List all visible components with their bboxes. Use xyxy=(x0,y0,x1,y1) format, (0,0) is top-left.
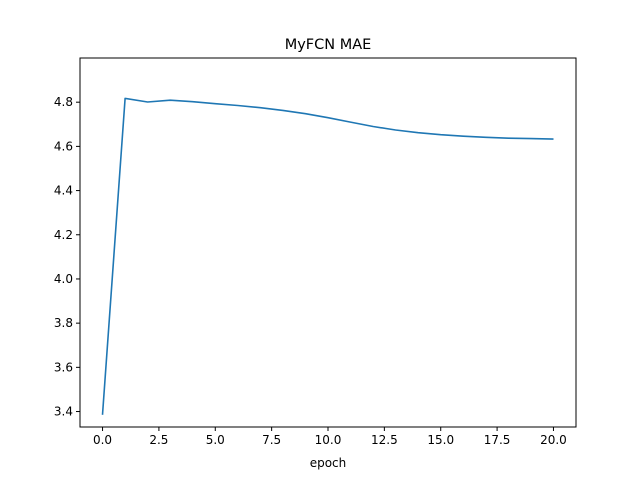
x-tick-label: 10.0 xyxy=(315,433,342,447)
x-axis-label: epoch xyxy=(310,456,347,470)
y-axis: 3.4 3.6 3.8 4.0 4.2 4.4 4.6 4.8 xyxy=(54,95,80,419)
x-tick-label: 7.5 xyxy=(262,433,281,447)
x-tick-label: 5.0 xyxy=(206,433,225,447)
y-tick-label: 4.8 xyxy=(54,95,73,109)
x-tick-label: 12.5 xyxy=(371,433,398,447)
x-axis: 0.0 2.5 5.0 7.5 10.0 12.5 15.0 17.5 20.0 xyxy=(93,427,567,447)
x-tick-label: 15.0 xyxy=(427,433,454,447)
y-tick-label: 3.8 xyxy=(54,316,73,330)
series-line-0 xyxy=(101,97,554,415)
y-tick-label: 4.2 xyxy=(54,228,73,242)
x-tick-label: 2.5 xyxy=(149,433,168,447)
x-tick-label: 17.5 xyxy=(484,433,511,447)
y-tick-label: 3.4 xyxy=(54,405,73,419)
series-lines xyxy=(101,97,554,415)
chart-title: MyFCN MAE xyxy=(285,37,372,53)
y-tick-label: 4.6 xyxy=(54,139,73,153)
y-tick-label: 4.0 xyxy=(54,272,73,286)
x-tick-label: 20.0 xyxy=(540,433,567,447)
y-tick-label: 4.4 xyxy=(54,184,73,198)
y-tick-label: 3.6 xyxy=(54,360,73,374)
x-tick-label: 0.0 xyxy=(93,433,112,447)
